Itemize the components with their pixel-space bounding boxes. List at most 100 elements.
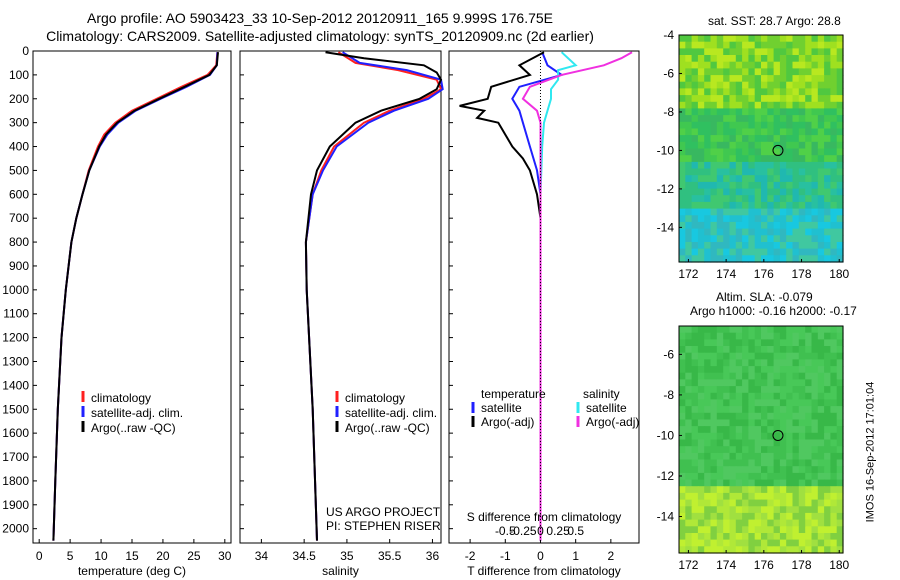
- map-cell: [767, 55, 775, 63]
- map-cell: [824, 379, 831, 387]
- map-cell: [786, 195, 794, 203]
- map-cell: [792, 446, 800, 454]
- map-cell: [742, 512, 749, 521]
- map-cell: [779, 339, 787, 347]
- map-x-tick-label: 178: [792, 267, 812, 281]
- map-cell: [817, 68, 825, 76]
- map-cell: [779, 512, 787, 521]
- map-cell: [729, 512, 737, 521]
- map-cell: [735, 181, 743, 190]
- map-cell: [767, 472, 775, 481]
- map-cell: [786, 346, 794, 354]
- map-cell: [773, 228, 781, 236]
- map-cell: [817, 215, 825, 223]
- map-cell: [710, 346, 718, 354]
- map-cell: [767, 115, 775, 123]
- map-cell: [697, 221, 705, 230]
- map-cell: [691, 486, 699, 494]
- legend-entry: Argo(-adj): [481, 415, 534, 429]
- map-cell: [704, 406, 712, 414]
- map-cell: [779, 459, 787, 467]
- map-cell: [773, 101, 781, 110]
- map-cell: [779, 175, 787, 183]
- map-cell: [817, 81, 825, 89]
- map-cell: [792, 472, 800, 481]
- map-cell: [742, 412, 749, 421]
- map-y-tick-label: -8: [663, 388, 674, 402]
- map-cell: [767, 195, 775, 203]
- map-cell: [729, 412, 737, 421]
- map-cell: [742, 399, 749, 407]
- map-cell: [679, 68, 686, 76]
- map-cell: [742, 61, 749, 69]
- map-cell: [697, 128, 705, 136]
- map-cell: [716, 201, 724, 210]
- map-cell: [748, 406, 756, 414]
- map-cell: [792, 432, 800, 441]
- map-cell: [742, 195, 749, 203]
- map-cell: [830, 75, 838, 83]
- map-cell: [710, 148, 718, 156]
- map-cell: [704, 255, 712, 263]
- map-cell: [710, 426, 718, 434]
- map-cell: [729, 386, 737, 394]
- map-cell: [716, 446, 724, 454]
- map-cell: [786, 499, 794, 507]
- map-cell: [723, 108, 731, 116]
- map-cell: [735, 412, 743, 421]
- map-cell: [704, 168, 712, 176]
- map-cell: [779, 399, 787, 407]
- map-cell: [824, 61, 831, 69]
- y-tick-label: 2000: [2, 522, 29, 536]
- map-cell: [824, 161, 831, 170]
- map-cell: [792, 539, 800, 547]
- map-cell: [805, 406, 813, 414]
- map-cell: [748, 419, 756, 427]
- map-cell: [836, 472, 844, 481]
- map-cell: [716, 352, 724, 360]
- map-cell: [761, 352, 768, 360]
- map-cell: [792, 195, 800, 203]
- map-cell: [697, 519, 705, 527]
- map-cell: [685, 155, 693, 163]
- map-cell: [735, 466, 743, 474]
- map-cell: [836, 161, 844, 170]
- y-tick-label: 0: [22, 44, 29, 58]
- map-cell: [761, 346, 768, 354]
- map-cell: [773, 35, 781, 43]
- map-cell: [824, 372, 831, 380]
- map-cell: [798, 161, 806, 170]
- map-cell: [836, 432, 844, 441]
- map-cell: [754, 533, 762, 541]
- map-cell: [779, 486, 787, 494]
- map-cell: [729, 352, 737, 360]
- map-cell: [773, 419, 781, 427]
- map-cell: [786, 248, 794, 256]
- map-cell: [830, 155, 838, 163]
- x-tick-label: 0: [537, 549, 544, 563]
- map-cell: [798, 121, 806, 130]
- map-cell: [716, 459, 724, 467]
- map-cell: [836, 366, 844, 374]
- map-cell: [742, 148, 749, 156]
- map-cell: [685, 419, 693, 427]
- map-cell: [754, 499, 762, 507]
- map-cell: [697, 155, 705, 163]
- map-cell: [798, 486, 806, 494]
- map-cell: [767, 506, 775, 514]
- map-cell: [742, 181, 749, 190]
- map-cell: [729, 452, 737, 461]
- map-cell: [754, 426, 762, 434]
- map-cell: [697, 55, 705, 63]
- map-cell: [767, 533, 775, 541]
- map-cell: [786, 121, 794, 130]
- map-cell: [786, 466, 794, 474]
- map-cell: [811, 228, 819, 236]
- map-cell: [754, 108, 762, 116]
- map-cell: [704, 339, 712, 347]
- map-cell: [679, 148, 686, 156]
- map-cell: [729, 346, 737, 354]
- map-cell: [779, 75, 787, 83]
- map-cell: [786, 392, 794, 401]
- map-cell: [792, 512, 800, 521]
